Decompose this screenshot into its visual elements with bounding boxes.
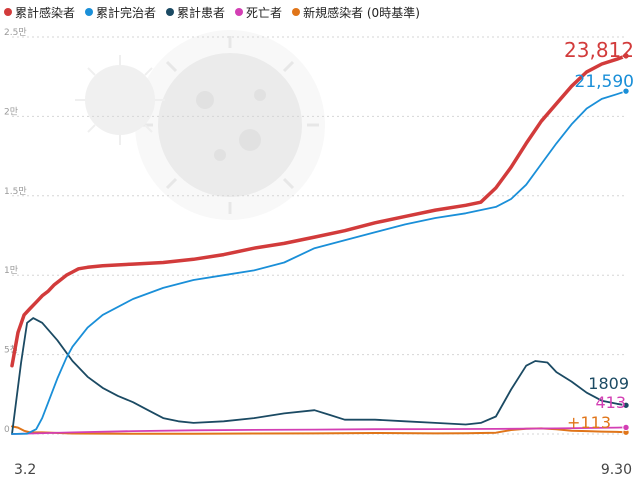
y-tick-label: 1.5만 [4,186,27,197]
series-line [11,425,627,435]
series-end-label: 23,812 [564,38,634,62]
legend-label: 累計感染者 [15,5,76,20]
legend-item: 累計完治者 [85,4,156,21]
series-line [11,317,627,435]
legend-label: 累計患者 [177,5,226,20]
virus-illustration [75,30,325,220]
gridlines [12,36,626,435]
series-end-label: 1809 [588,374,629,393]
y-tick-label: 2.5만 [4,27,27,38]
series-end-point [622,423,630,432]
x-start-label: 3.2 [14,462,36,478]
series-end-point [622,87,630,95]
x-axis-labels: 3.2 9.30 [14,462,632,478]
y-tick-label: 0 [4,425,10,435]
legend-marker [292,8,301,16]
legend-item: 新規感染者 (0時基準) [292,4,420,21]
legend-label: 新規感染者 (0時基準) [303,5,420,20]
series-end-label: +113 [567,413,611,432]
series-end-label: 413 [595,393,626,412]
series-end-point [622,401,630,409]
legend: 累計感染者 累計完治者 累計患者 死亡者 新規感染者 (0時基準) [4,3,430,21]
legend-item: 累計患者 [166,4,225,21]
legend-item: 死亡者 [235,4,282,21]
series-line [11,90,627,435]
legend-marker [166,8,175,16]
series-end-point [622,52,630,60]
series-lines [10,52,630,436]
y-tick-label: 5천 [4,345,18,356]
series-line [11,426,627,435]
legend-marker [4,8,12,16]
y-tick-label: 1만 [4,265,18,276]
legend-label: 死亡者 [246,5,283,20]
series-line [10,54,628,368]
y-axis-ticks: 0 5천 1만 1.5만 2만 2.5만 [4,27,27,435]
legend-marker [235,8,244,16]
series-end-label: 21,590 [575,72,634,92]
legend-marker [85,8,94,16]
legend-label: 累計完治者 [96,5,157,20]
y-tick-label: 2만 [4,106,18,117]
x-end-label: 9.30 [601,462,632,478]
legend-item: 累計感染者 [4,4,75,21]
